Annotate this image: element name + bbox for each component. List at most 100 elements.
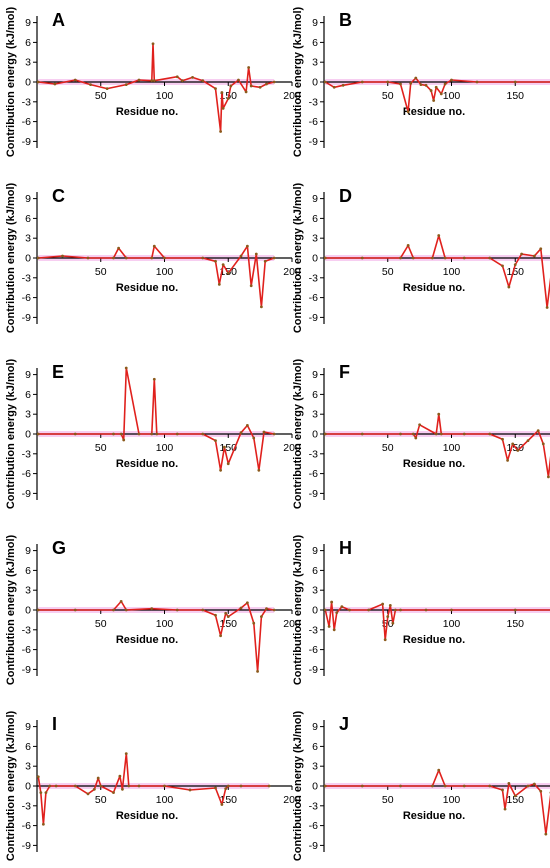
energy-point — [501, 788, 504, 792]
y-tick-label: -3 — [22, 96, 31, 108]
energy-point — [272, 256, 276, 260]
energy-point — [443, 784, 447, 788]
energy-point — [127, 784, 131, 788]
x-tick-label: 200 — [283, 618, 301, 630]
y-tick-label: 3 — [25, 233, 31, 245]
energy-point — [437, 768, 441, 772]
panel-label: F — [339, 362, 350, 382]
energy-point — [394, 608, 397, 612]
energy-point — [419, 83, 423, 87]
x-tick-label: 50 — [95, 442, 107, 454]
y-axis-title: Contribution energy (kJ/mol) — [5, 6, 17, 157]
y-axis-title: Contribution energy (kJ/mol) — [292, 710, 304, 861]
y-tick-label: -9 — [309, 488, 318, 500]
y-tick-label: 6 — [312, 389, 318, 401]
x-tick-label: 50 — [95, 794, 107, 806]
y-tick-label: 0 — [25, 605, 31, 617]
energy-point — [406, 244, 410, 247]
energy-point — [511, 442, 515, 446]
energy-point — [383, 638, 387, 642]
energy-point — [439, 432, 443, 436]
energy-point — [488, 432, 492, 436]
energy-point — [201, 432, 205, 436]
energy-point — [411, 256, 415, 260]
y-tick-label: 6 — [25, 37, 31, 49]
energy-point — [360, 256, 364, 260]
energy-point — [429, 89, 433, 92]
energy-point — [252, 621, 256, 625]
y-tick-label: 3 — [312, 57, 318, 69]
y-tick-label: 9 — [312, 17, 318, 29]
y-tick-label: 0 — [312, 77, 318, 89]
energy-point — [112, 608, 115, 612]
energy-point — [258, 85, 262, 89]
energy-point — [267, 784, 271, 788]
energy-point — [53, 82, 57, 86]
y-tick-label: 6 — [25, 741, 31, 753]
energy-point — [323, 608, 327, 612]
energy-point — [386, 615, 390, 618]
energy-point — [105, 87, 109, 90]
energy-point — [430, 784, 434, 788]
energy-point — [418, 423, 422, 427]
energy-point — [272, 608, 276, 612]
x-tick-label: 100 — [443, 442, 461, 454]
energy-point — [112, 256, 115, 260]
energy-point — [272, 80, 276, 84]
x-tick-label: 100 — [443, 90, 461, 102]
y-tick-label: 9 — [312, 369, 318, 381]
energy-point — [488, 784, 492, 788]
y-tick-label: 0 — [25, 781, 31, 793]
panel-label: B — [339, 10, 352, 30]
energy-point — [386, 80, 390, 84]
energy-point — [201, 256, 205, 260]
energy-point — [437, 234, 441, 237]
energy-point — [539, 789, 543, 793]
energy-point — [89, 83, 92, 87]
panel-label: G — [52, 538, 66, 558]
energy-point — [399, 608, 402, 612]
energy-point — [381, 602, 385, 606]
y-tick-label: 6 — [25, 389, 31, 401]
energy-point — [245, 424, 249, 427]
y-tick-label: 9 — [25, 17, 31, 29]
energy-point — [254, 252, 258, 256]
energy-point — [44, 791, 48, 794]
y-tick-label: 6 — [312, 741, 318, 753]
energy-point — [434, 85, 438, 89]
y-tick-label: 3 — [25, 57, 31, 69]
y-tick-label: -6 — [22, 292, 31, 304]
x-tick-label: 100 — [443, 794, 461, 806]
x-tick-label: 150 — [506, 90, 524, 102]
energy-point — [443, 256, 447, 260]
y-tick-label: -3 — [22, 800, 31, 812]
energy-series-line — [38, 367, 275, 472]
energy-point — [152, 244, 156, 248]
energy-point — [532, 782, 536, 786]
energy-point — [239, 254, 243, 258]
y-tick-label: 3 — [312, 233, 318, 245]
energy-point — [54, 784, 58, 788]
energy-series-line — [38, 42, 275, 133]
energy-point — [214, 439, 217, 442]
energy-point — [36, 80, 40, 84]
energy-point — [501, 437, 504, 441]
energy-point — [414, 436, 418, 440]
energy-point — [424, 83, 428, 87]
panel-label: H — [339, 538, 352, 558]
energy-point — [332, 85, 336, 89]
energy-point — [532, 254, 536, 258]
energy-point — [257, 468, 261, 472]
y-axis-title: Contribution energy (kJ/mol) — [292, 182, 304, 333]
energy-point — [323, 432, 327, 436]
y-tick-label: -6 — [22, 468, 31, 480]
energy-point — [526, 439, 530, 442]
energy-point — [188, 788, 192, 792]
energy-point — [239, 784, 243, 788]
energy-point — [119, 600, 123, 603]
energy-point — [260, 305, 263, 309]
x-tick-label: 100 — [443, 618, 461, 630]
